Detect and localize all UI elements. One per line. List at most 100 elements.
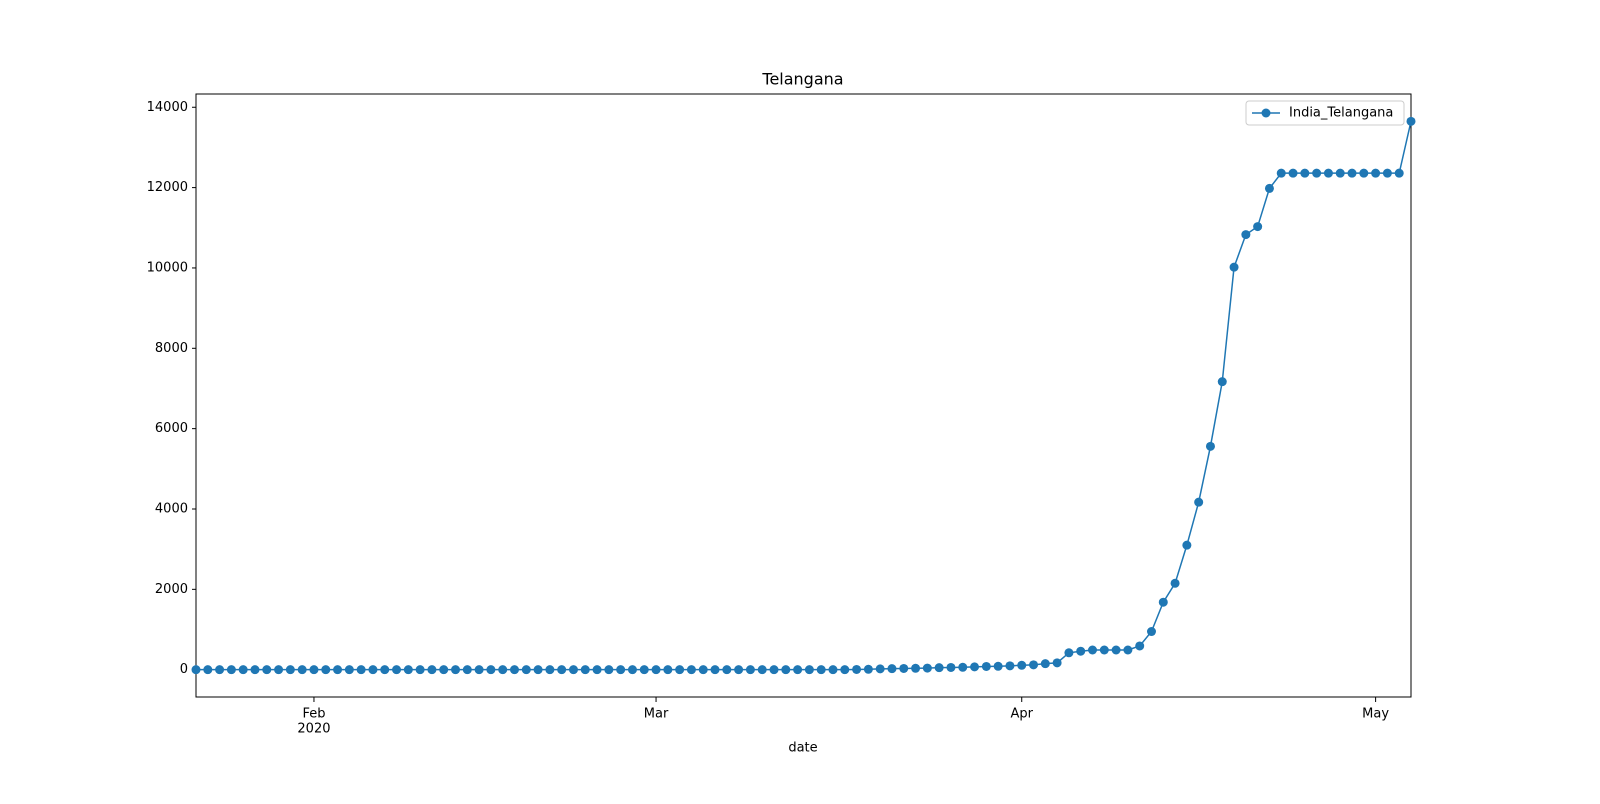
data-point	[781, 665, 791, 675]
data-point	[1276, 168, 1286, 178]
data-point	[663, 665, 673, 675]
data-point	[627, 665, 637, 675]
data-point	[368, 665, 378, 675]
data-point	[639, 665, 649, 675]
data-point	[1371, 168, 1381, 178]
data-point	[392, 665, 402, 675]
data-point	[616, 665, 626, 675]
data-point	[568, 665, 578, 675]
data-point	[710, 665, 720, 675]
x-tick-label: May	[1362, 707, 1389, 722]
data-point	[498, 665, 508, 675]
data-point	[474, 665, 484, 675]
data-point	[1158, 597, 1168, 607]
data-point	[403, 665, 413, 675]
x-year-label: 2020	[297, 722, 330, 737]
data-point	[1099, 645, 1109, 655]
data-point	[887, 664, 897, 674]
data-point	[1300, 168, 1310, 178]
data-point	[1111, 645, 1121, 655]
data-point	[203, 665, 213, 675]
y-tick-label: 12000	[147, 180, 188, 195]
data-point	[1217, 377, 1227, 387]
data-point	[545, 665, 555, 675]
data-point	[981, 661, 991, 671]
y-tick-label: 14000	[147, 100, 188, 115]
data-point	[274, 665, 284, 675]
data-point	[1347, 168, 1357, 178]
data-point	[262, 665, 272, 675]
y-tick-label: 0	[180, 662, 188, 677]
data-point	[863, 664, 873, 674]
data-point	[285, 665, 295, 675]
data-point	[1182, 540, 1192, 550]
x-tick-label: Mar	[644, 707, 669, 722]
data-point	[1382, 168, 1392, 178]
data-point	[1229, 262, 1239, 272]
x-tick-label: Feb	[302, 707, 325, 722]
legend-box	[1245, 100, 1405, 126]
data-point	[875, 664, 885, 674]
data-point	[215, 665, 225, 675]
data-point	[1052, 658, 1062, 668]
data-point	[686, 665, 696, 675]
data-point	[439, 665, 449, 675]
data-point	[250, 665, 260, 675]
y-tick-label: 6000	[155, 421, 188, 436]
data-point	[1264, 183, 1274, 193]
data-point	[509, 665, 519, 675]
data-point	[1359, 168, 1369, 178]
data-point	[1170, 578, 1180, 588]
data-point	[769, 665, 779, 675]
data-point	[934, 663, 944, 673]
data-point	[734, 665, 744, 675]
data-point	[451, 665, 461, 675]
data-point	[1312, 168, 1322, 178]
data-point	[1076, 646, 1086, 656]
data-point	[1194, 497, 1204, 507]
data-point	[828, 665, 838, 675]
data-line	[196, 121, 1412, 671]
data-point	[1146, 627, 1156, 637]
data-point	[226, 665, 236, 675]
data-point	[533, 665, 543, 675]
chart-title: Telangana	[761, 70, 843, 89]
data-point	[1288, 168, 1298, 178]
data-point	[1135, 641, 1145, 651]
data-point	[321, 665, 331, 675]
y-tick-label: 2000	[155, 582, 188, 597]
data-point	[580, 665, 590, 675]
data-point	[521, 665, 531, 675]
data-point	[1394, 168, 1404, 178]
data-point	[356, 665, 366, 675]
data-point	[380, 665, 390, 675]
data-point	[1064, 648, 1074, 658]
data-point	[592, 665, 602, 675]
data-point	[698, 665, 708, 675]
data-point	[793, 665, 803, 675]
data-point	[238, 665, 248, 675]
data-point	[1040, 659, 1050, 669]
data-point	[745, 665, 755, 675]
data-point	[427, 665, 437, 675]
data-point	[415, 665, 425, 675]
data-point	[651, 665, 661, 675]
data-point	[757, 665, 767, 675]
data-point	[804, 665, 814, 675]
data-point	[1335, 168, 1345, 178]
y-tick-label: 8000	[155, 341, 188, 356]
data-point	[946, 662, 956, 672]
data-point	[1017, 660, 1027, 670]
data-point	[486, 665, 496, 675]
data-point	[970, 662, 980, 672]
data-point	[297, 665, 307, 675]
data-point	[899, 663, 909, 673]
data-point	[958, 662, 968, 672]
data-point	[344, 665, 354, 675]
data-point	[675, 665, 685, 675]
data-point	[911, 663, 921, 673]
data-point	[557, 665, 567, 675]
data-point	[993, 661, 1003, 671]
